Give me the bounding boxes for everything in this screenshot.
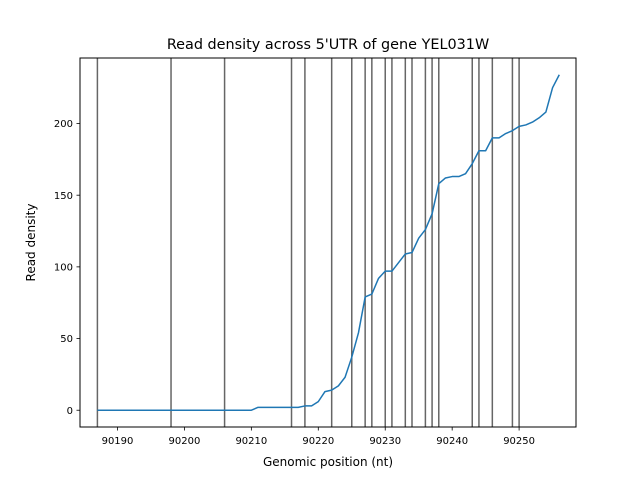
- x-tick-label: 90250: [503, 436, 535, 447]
- y-tick-label: 100: [54, 262, 73, 273]
- y-tick-label: 50: [60, 334, 73, 345]
- y-tick-label: 0: [67, 406, 73, 417]
- series-layer: [97, 74, 560, 411]
- y-axis-label: Read density: [24, 204, 38, 282]
- x-tick-label: 90190: [102, 436, 134, 447]
- chart-title: Read density across 5'UTR of gene YEL031…: [167, 37, 489, 53]
- x-tick-label: 90230: [369, 436, 401, 447]
- y-tick-label: 150: [54, 191, 73, 202]
- axes-frame: [79, 57, 577, 428]
- x-tick-label: 90210: [235, 436, 267, 447]
- y-axis-ticks: 0 50 100 150 200: [54, 119, 80, 417]
- x-tick-label: 90240: [436, 436, 468, 447]
- x-tick-label: 90220: [302, 436, 334, 447]
- x-axis-label: Genomic position (nt): [263, 455, 393, 469]
- y-tick-label: 200: [54, 119, 73, 130]
- x-tick-label: 90200: [169, 436, 201, 447]
- series-line: [97, 74, 560, 411]
- x-axis-ticks: 90190 90200 90210 90220 90230 90240 90250: [102, 427, 535, 447]
- vertical-marker-lines: [96, 58, 520, 427]
